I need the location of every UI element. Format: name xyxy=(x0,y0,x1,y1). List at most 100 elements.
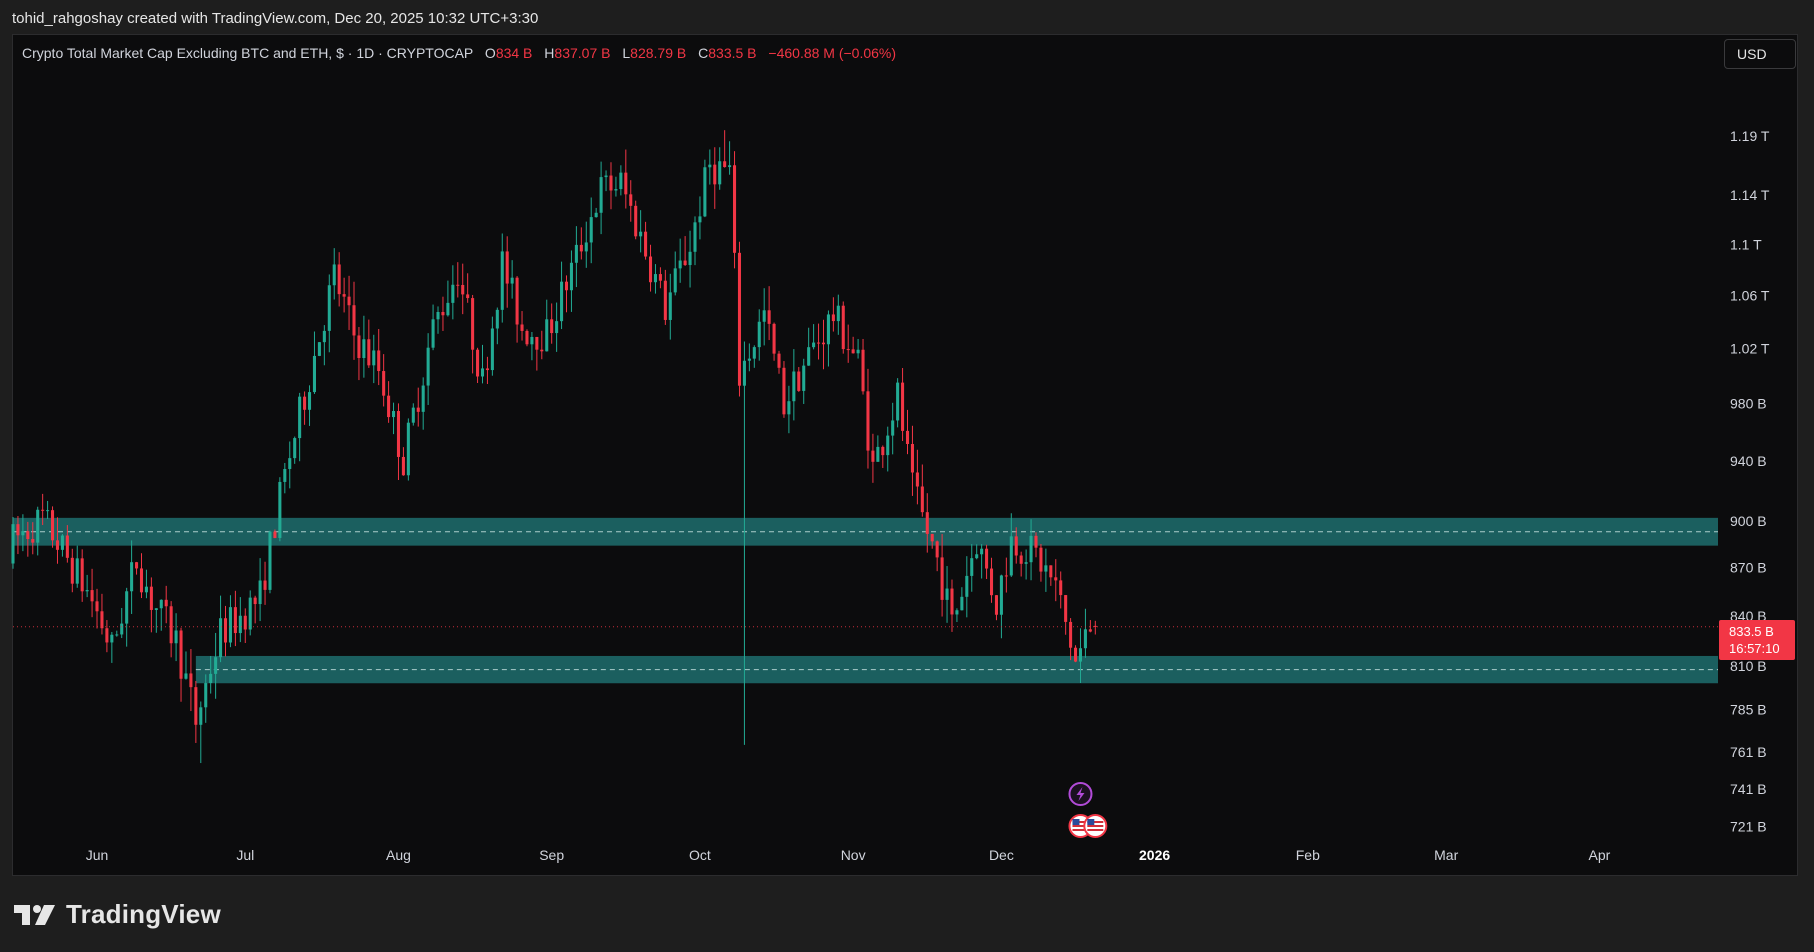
candle-body xyxy=(777,353,781,368)
candle-body xyxy=(767,310,771,324)
candle-body xyxy=(634,205,638,237)
candle-body xyxy=(90,590,94,602)
candle-body xyxy=(713,164,717,185)
candle-body xyxy=(352,305,356,336)
candle-body xyxy=(782,367,786,415)
candle-body xyxy=(367,339,371,366)
candle-body xyxy=(1044,565,1048,572)
candle-body xyxy=(120,623,124,635)
candle-body xyxy=(387,395,391,418)
candle-body xyxy=(110,634,114,643)
candle-body xyxy=(184,673,188,679)
candle-body xyxy=(515,277,519,325)
chart-panel[interactable] xyxy=(12,34,1798,876)
candle-body xyxy=(564,281,569,291)
candle-body xyxy=(688,251,692,266)
candle-body xyxy=(787,401,791,415)
x-tick-label: Nov xyxy=(841,847,866,863)
flag-canton xyxy=(1087,819,1095,825)
candle-body xyxy=(1093,625,1097,627)
candle-body xyxy=(569,262,573,291)
candle-body xyxy=(446,302,450,316)
last-price-tag: 833.5 B 16:57:10 xyxy=(1719,620,1795,660)
candle-body xyxy=(960,596,964,611)
y-tick-label: 940 B xyxy=(1730,453,1767,469)
candle-body xyxy=(169,606,173,644)
candle-body xyxy=(51,510,55,541)
candle-body xyxy=(752,347,756,359)
candle-body xyxy=(871,450,875,462)
candle-body xyxy=(896,382,900,421)
candle-body xyxy=(243,615,247,630)
candle-body xyxy=(525,330,529,345)
candle-body xyxy=(886,435,890,456)
symbol-legend: Crypto Total Market Cap Excluding BTC an… xyxy=(22,45,896,61)
candle-body xyxy=(742,360,746,386)
candle-body xyxy=(26,531,30,540)
candle-body xyxy=(248,597,252,630)
candle-body xyxy=(614,189,618,191)
candle-body xyxy=(36,509,40,543)
candle-body xyxy=(199,707,203,725)
tradingview-brand[interactable]: TradingView xyxy=(14,899,221,930)
candle-body xyxy=(505,251,509,284)
candle-body xyxy=(461,284,465,295)
close-value: 833.5 B xyxy=(708,45,757,61)
y-tick-label: 1.1 T xyxy=(1730,236,1762,252)
candle-body xyxy=(668,292,672,320)
candle-body xyxy=(441,311,445,316)
candle-body xyxy=(466,294,470,299)
candle-body xyxy=(639,231,643,237)
candle-body xyxy=(75,558,79,584)
candle-body xyxy=(95,601,99,612)
candle-body xyxy=(555,321,559,334)
candle-body xyxy=(500,251,504,310)
candle-body xyxy=(312,355,316,393)
candle-body xyxy=(209,673,213,684)
candle-body xyxy=(377,350,381,372)
candle-body xyxy=(298,396,302,439)
candle-body xyxy=(920,486,924,513)
candle-body xyxy=(836,305,840,322)
candle-body xyxy=(219,618,223,658)
candle-body xyxy=(658,274,662,281)
close-key: C xyxy=(698,45,709,61)
brand-name: TradingView xyxy=(66,899,221,929)
candle-body xyxy=(1059,580,1063,596)
candle-body xyxy=(436,311,440,320)
candle-body xyxy=(65,535,69,558)
candle-body xyxy=(826,314,830,345)
candle-body xyxy=(154,608,158,610)
currency-button[interactable]: USD xyxy=(1724,39,1796,69)
candle-body xyxy=(347,296,351,306)
candle-body xyxy=(174,630,178,644)
candle-body xyxy=(737,252,742,386)
candle-body xyxy=(925,512,929,534)
candle-body xyxy=(994,595,998,615)
candle-body xyxy=(520,324,524,331)
bar-countdown: 16:57:10 xyxy=(1729,641,1780,656)
candle-body xyxy=(579,244,583,252)
candle-body xyxy=(233,607,237,634)
zone-rect-1[interactable] xyxy=(13,517,1718,546)
candle-body xyxy=(930,533,934,542)
candle-body xyxy=(273,531,277,538)
candle-body xyxy=(817,342,821,344)
candle-body xyxy=(115,634,119,636)
candle-body xyxy=(21,531,25,536)
candle-body xyxy=(965,575,969,597)
candle-body xyxy=(431,319,435,348)
candle-body xyxy=(985,548,989,569)
candle-body xyxy=(599,177,603,213)
x-tick-label: 2026 xyxy=(1139,847,1170,863)
candle-body xyxy=(451,284,455,303)
candle-body xyxy=(228,607,232,643)
candle-body xyxy=(372,350,376,366)
candle-body xyxy=(1049,565,1053,578)
candle-body xyxy=(480,368,485,377)
candle-body xyxy=(495,309,499,329)
candle-body xyxy=(663,280,667,320)
candle-body xyxy=(1014,536,1018,556)
candle-body xyxy=(490,328,494,371)
